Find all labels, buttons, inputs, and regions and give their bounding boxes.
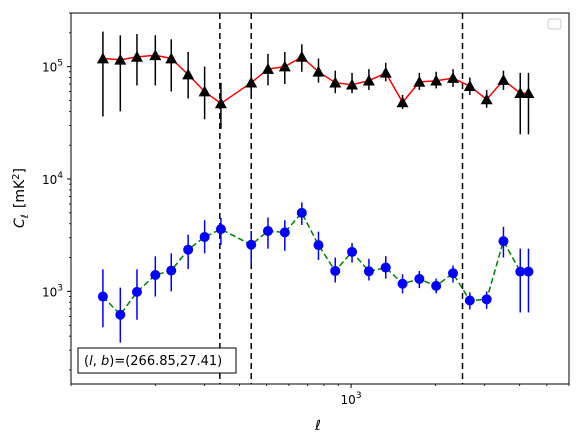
legend-box — [547, 18, 562, 30]
series-0-point — [522, 87, 535, 99]
markers — [96, 49, 535, 320]
svg-text:Cℓ[mK2]: Cℓ [mK2] — [11, 168, 31, 228]
y-axis-label-unit-sup: 2 — [11, 173, 22, 179]
y-tick-label-base: 10 — [42, 285, 57, 299]
y-axis-label-unit-close: ] — [12, 168, 28, 173]
plot-frame — [70, 12, 570, 385]
series-1-point — [131, 286, 142, 297]
annotation-box — [77, 347, 237, 374]
series-1-point — [199, 231, 210, 242]
annotation: (l, b)=(266.85,27.41) — [77, 347, 237, 374]
series-1-point — [347, 246, 358, 257]
x-tick-label-exp: 3 — [356, 391, 362, 401]
series-1-point — [166, 265, 177, 276]
series-0-point — [96, 52, 109, 64]
series-1-point — [150, 269, 161, 280]
series-1-point — [330, 265, 341, 276]
x-tick-label-base: 10 — [341, 393, 356, 407]
y-axis-label-main: C — [12, 218, 28, 228]
series-0-point — [198, 85, 211, 97]
series-0-point — [261, 63, 274, 74]
series-1-point — [279, 227, 290, 238]
series-0-point — [278, 60, 291, 72]
annotation-text: (l, b)=(266.85,27.41) — [84, 354, 222, 369]
series-0-point — [430, 74, 443, 86]
series-0-point — [396, 96, 409, 108]
series-1-point — [183, 244, 194, 255]
series-0-point — [514, 87, 527, 99]
series-1-point — [380, 262, 391, 273]
annotation-l: l — [89, 354, 93, 369]
series-0-point — [413, 75, 426, 87]
x-tick-label: 103 — [341, 391, 362, 407]
series-0-point — [329, 76, 342, 88]
series-1-point — [431, 280, 442, 291]
series-0-point — [245, 76, 258, 88]
series-1-point — [448, 268, 459, 279]
series-0-point — [463, 80, 476, 91]
y-tick-label: 103 — [42, 283, 63, 299]
series-1-point — [246, 239, 257, 250]
y-axis-label: Cℓ [mK2] — [11, 168, 31, 228]
x-axis-label: ℓ — [314, 418, 321, 434]
series-0-point — [312, 65, 325, 77]
y-tick-label: 105 — [42, 59, 63, 75]
series-1-point — [262, 225, 273, 236]
series-1-point — [363, 266, 374, 277]
series-0-point — [130, 50, 143, 62]
series-1-point — [215, 224, 226, 235]
series-1-point — [498, 236, 509, 247]
series-1-point — [464, 295, 475, 306]
annotation-b: b — [101, 354, 109, 369]
series-0-point — [114, 53, 127, 65]
series-1-point — [523, 266, 534, 277]
series-0-point — [362, 74, 375, 86]
y-tick-label: 104 — [42, 171, 63, 187]
series-0-point — [346, 78, 359, 90]
y-tick-label-exp: 3 — [57, 283, 63, 293]
x-axis-ticks: 103 — [70, 384, 570, 407]
y-axis-label-unit: [mK — [12, 179, 28, 208]
series-1-point — [115, 309, 126, 320]
series-0-point — [165, 52, 178, 64]
series-0-point — [149, 49, 162, 61]
series-1-point — [414, 273, 425, 284]
series-0-point — [182, 68, 195, 80]
series-1-point — [296, 207, 307, 218]
y-tick-label-base: 10 — [42, 61, 57, 75]
series-1-point — [515, 266, 526, 277]
series-0-point — [497, 74, 510, 85]
series-0-point — [379, 66, 392, 78]
y-tick-label-base: 10 — [42, 173, 57, 187]
series-1-point — [397, 278, 408, 289]
y-axis-label-sub: ℓ — [20, 214, 31, 218]
series-0-point — [447, 72, 460, 83]
series-0-point — [480, 93, 493, 105]
error-bars — [102, 31, 530, 343]
series-0-point — [295, 50, 308, 62]
series-1-point — [481, 294, 492, 305]
annotation-value: =(266.85,27.41) — [114, 354, 222, 369]
series-1-point — [97, 291, 108, 302]
series-1-point — [313, 240, 324, 251]
y-tick-label-exp: 4 — [57, 171, 63, 181]
series-0-point — [214, 97, 227, 109]
y-tick-label-exp: 5 — [57, 59, 63, 69]
